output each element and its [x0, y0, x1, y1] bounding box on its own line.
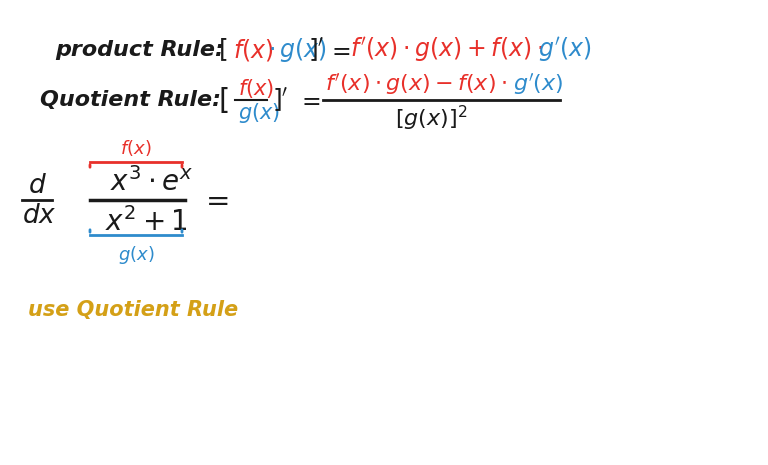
Text: $]'$: $]'$: [272, 86, 289, 114]
Text: $=$: $=$: [200, 186, 229, 214]
Text: $]'$: $]'$: [308, 36, 325, 64]
Text: $\cdot\,g(x)$: $\cdot\,g(x)$: [268, 36, 326, 64]
Text: use Quotient Rule: use Quotient Rule: [28, 300, 238, 320]
Text: $d$: $d$: [28, 173, 47, 199]
Text: $f(x)$: $f(x)$: [238, 77, 274, 100]
Text: $g(x)$: $g(x)$: [118, 244, 154, 266]
Text: $[\,$: $[\,$: [218, 85, 229, 115]
Text: $dx$: $dx$: [22, 203, 57, 229]
Text: $[g(x)]^2$: $[g(x)]^2$: [395, 103, 468, 133]
Text: $x^3\cdot e^x$: $x^3\cdot e^x$: [110, 167, 194, 197]
Text: $g'(x)$: $g'(x)$: [538, 36, 591, 64]
Text: $f'(x)\cdot g(x)+f(x)\cdot$: $f'(x)\cdot g(x)+f(x)\cdot$: [350, 36, 543, 64]
Text: Quotient Rule:: Quotient Rule:: [40, 90, 221, 110]
Text: $f(x)$: $f(x)$: [120, 138, 151, 158]
Text: product Rule:: product Rule:: [55, 40, 224, 60]
Text: $f'(x)\cdot g(x)-f(x)\cdot$: $f'(x)\cdot g(x)-f(x)\cdot$: [325, 71, 507, 97]
Text: $g(x)$: $g(x)$: [238, 101, 280, 125]
Text: $=$: $=$: [297, 88, 321, 112]
Text: $[\,$: $[\,$: [218, 37, 227, 63]
Text: $=$: $=$: [327, 38, 351, 62]
Text: $f(x)$: $f(x)$: [233, 37, 273, 63]
Text: $x^2+1$: $x^2+1$: [105, 207, 187, 237]
Text: $g'(x)$: $g'(x)$: [513, 71, 564, 97]
